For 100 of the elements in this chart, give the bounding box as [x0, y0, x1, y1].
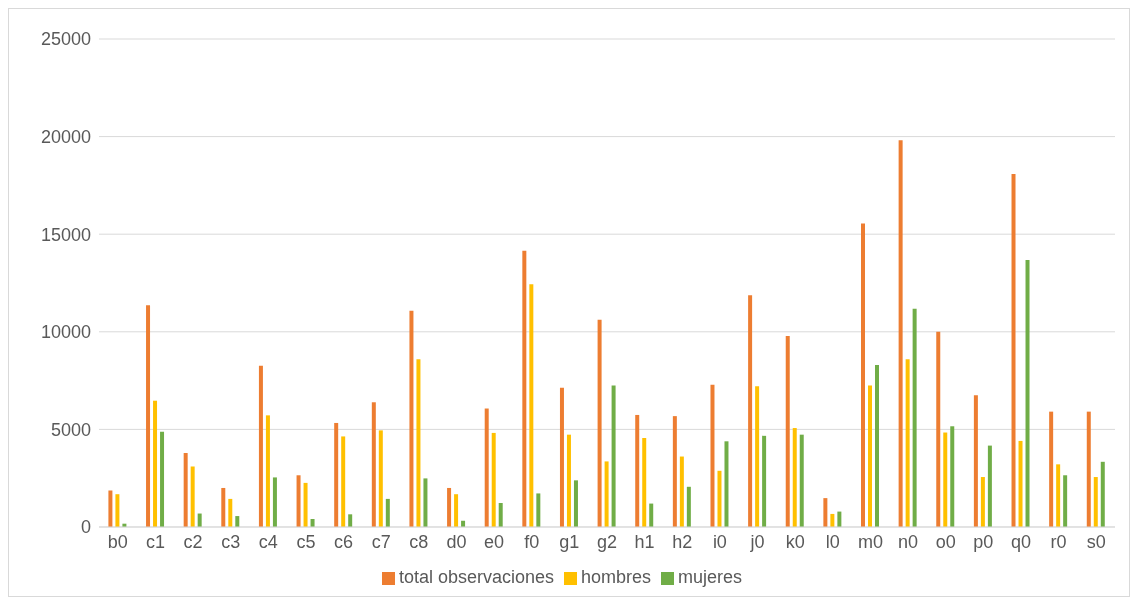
y-tick-label: 25000 — [40, 29, 91, 50]
bar — [611, 385, 616, 527]
x-tick-label: c5 — [296, 531, 316, 552]
x-tick-label: d0 — [446, 531, 467, 552]
bar — [566, 434, 571, 527]
x-tick-label: c8 — [409, 531, 429, 552]
bar — [146, 305, 151, 527]
bar — [686, 486, 691, 527]
bar — [748, 295, 753, 527]
bar — [987, 445, 992, 527]
bar — [190, 466, 195, 527]
x-tick-label: c7 — [371, 531, 391, 552]
bar — [235, 516, 240, 527]
bar — [491, 432, 496, 527]
x-tick-label: f0 — [524, 531, 540, 552]
bar — [785, 335, 790, 527]
bar — [823, 498, 828, 527]
bar — [710, 384, 715, 527]
bar — [672, 416, 677, 527]
bar — [1063, 475, 1068, 527]
x-tick-label: g2 — [596, 531, 618, 552]
bar — [635, 414, 640, 527]
bar — [950, 426, 955, 527]
bar — [573, 480, 578, 527]
x-tick-label: r0 — [1050, 531, 1067, 552]
x-tick-label: n0 — [898, 531, 919, 552]
x-tick-label: c2 — [183, 531, 203, 552]
x-tick-label: q0 — [1010, 531, 1031, 552]
x-tick-label: i0 — [712, 531, 727, 552]
bar — [1100, 461, 1105, 527]
bar — [296, 475, 301, 527]
bar — [936, 331, 941, 527]
bar — [755, 386, 760, 527]
x-tick-label: s0 — [1086, 531, 1106, 552]
bar — [905, 359, 910, 527]
y-tick-label: 15000 — [40, 224, 91, 245]
x-tick-label: m0 — [857, 531, 883, 552]
bar — [498, 502, 503, 527]
bar — [642, 437, 647, 527]
bar — [762, 435, 767, 527]
bar — [160, 431, 165, 527]
bar — [529, 284, 534, 527]
bar — [416, 359, 421, 527]
x-tick-label: b0 — [107, 531, 128, 552]
x-tick-label: j0 — [749, 531, 765, 552]
bar — [875, 364, 879, 527]
bar — [153, 400, 158, 527]
bar — [228, 498, 233, 527]
x-tick-label: c1 — [145, 531, 165, 552]
legend-label: total observaciones — [398, 567, 555, 587]
bar — [830, 513, 835, 527]
bar — [522, 250, 527, 527]
bar — [717, 470, 722, 527]
x-tick-label: e0 — [484, 531, 505, 552]
bar — [1011, 173, 1016, 527]
bar — [679, 456, 684, 527]
bar — [1086, 411, 1091, 527]
bar — [1049, 411, 1054, 527]
legend-label: hombres — [581, 567, 652, 587]
x-tick-label: p0 — [973, 531, 994, 552]
bar — [348, 514, 353, 527]
bar — [943, 432, 948, 527]
x-tick-label: c6 — [334, 531, 354, 552]
bar — [115, 494, 120, 527]
bar — [1056, 464, 1061, 527]
x-tick-label: c3 — [221, 531, 241, 552]
x-tick-label: h2 — [672, 531, 693, 552]
x-tick-label: g1 — [559, 531, 580, 552]
y-tick-label: 5000 — [50, 419, 91, 440]
y-tick-label: 10000 — [40, 322, 91, 343]
bar — [423, 478, 428, 527]
bar — [861, 223, 865, 527]
bar — [378, 430, 383, 527]
x-tick-label: k0 — [785, 531, 805, 552]
bar — [221, 487, 226, 527]
x-tick-label: h1 — [634, 531, 655, 552]
bar — [484, 408, 489, 527]
bar — [604, 461, 609, 527]
bar — [265, 415, 270, 527]
y-tick-label: 0 — [80, 517, 91, 538]
bar — [597, 319, 602, 527]
legend-label: mujeres — [678, 567, 743, 587]
x-tick-label: o0 — [935, 531, 956, 552]
bar — [385, 498, 390, 527]
bar — [303, 482, 308, 527]
bar — [454, 494, 459, 527]
x-tick-label: c4 — [258, 531, 278, 552]
bar — [447, 487, 452, 527]
bar — [341, 436, 346, 527]
bar — [258, 365, 263, 527]
bar — [799, 434, 804, 527]
bar — [973, 395, 978, 527]
bar — [912, 308, 917, 527]
bar — [371, 402, 376, 527]
bar — [980, 477, 985, 527]
bar — [792, 428, 797, 527]
bar — [868, 385, 872, 527]
bar — [559, 387, 564, 527]
bar — [272, 477, 277, 527]
bar — [108, 490, 113, 527]
